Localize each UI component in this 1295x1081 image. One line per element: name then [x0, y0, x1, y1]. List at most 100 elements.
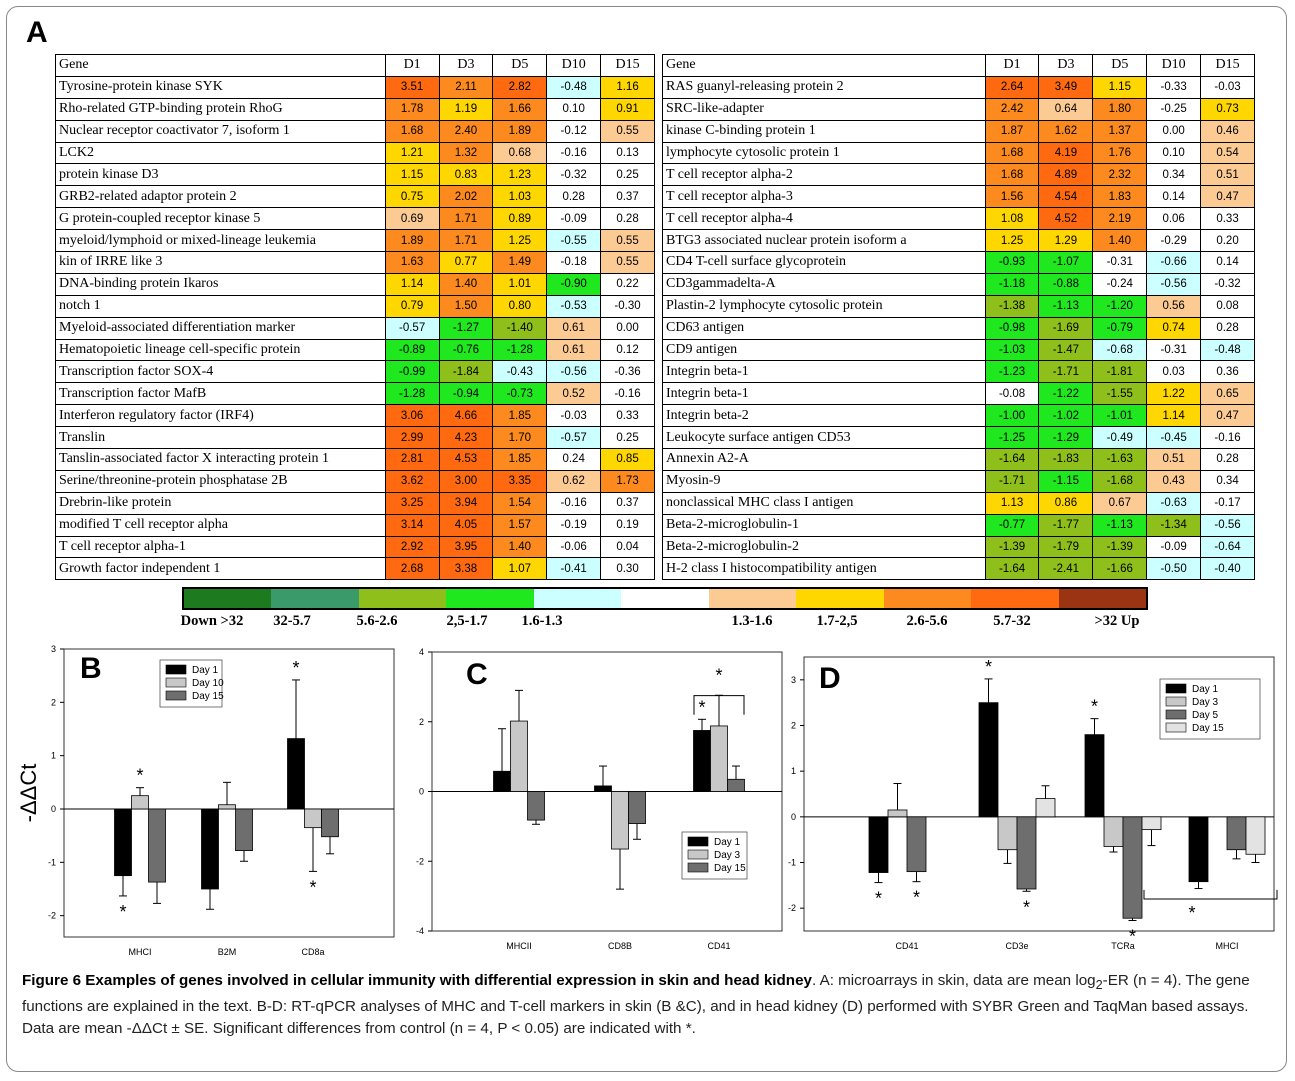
- scale-swatch: [184, 589, 272, 608]
- table-row: BTG3 associated nuclear protein isoform …: [662, 229, 1255, 253]
- expression-value: -0.09: [1146, 535, 1202, 559]
- expression-value: 1.40: [438, 272, 494, 296]
- bar: [148, 808, 166, 883]
- scale-label: >32 Up: [1094, 613, 1140, 629]
- expression-value: 1.49: [492, 251, 548, 274]
- scale-swatch: [446, 589, 534, 608]
- expression-value: 4.19: [1038, 141, 1094, 165]
- scale-swatch: [358, 589, 447, 608]
- expression-value: -0.12: [546, 119, 602, 143]
- expression-value: -0.16: [546, 491, 602, 515]
- expression-value: -0.32: [546, 163, 602, 187]
- table-row: Annexin A2-A -1.64 -1.83 -1.63 0.51 0.28: [662, 448, 1255, 471]
- scale-swatch: [621, 589, 709, 608]
- expression-value: 1.87: [984, 119, 1040, 143]
- gene-name: Drebrin-like protein: [55, 491, 386, 515]
- panel-letter: B: [80, 652, 102, 685]
- expression-value: 0.55: [600, 119, 655, 143]
- significance-star: *: [1129, 926, 1136, 946]
- significance-bracket: [1143, 889, 1278, 900]
- expression-value: 1.68: [384, 119, 440, 143]
- gene-name: RAS guanyl-releasing protein 2: [662, 75, 986, 99]
- expression-value: -2.41: [1038, 557, 1094, 581]
- bar: [527, 791, 545, 821]
- expression-value: 3.14: [384, 513, 440, 537]
- category-label: MHCI: [129, 947, 152, 957]
- legend-swatch: [1165, 683, 1187, 694]
- expression-value: -0.24: [1092, 272, 1148, 296]
- bar: [906, 816, 927, 873]
- expression-value: -1.63: [1092, 448, 1148, 471]
- expression-value: 0.28: [1200, 448, 1255, 471]
- expression-value: 0.61: [546, 316, 602, 340]
- significance-star: *: [715, 665, 722, 685]
- expression-value: -1.18: [984, 272, 1040, 296]
- legend-label: Day 3: [1192, 697, 1219, 708]
- expression-value: -1.69: [1038, 316, 1094, 340]
- expression-value: 1.01: [492, 272, 548, 296]
- gene-name: notch 1: [55, 294, 386, 318]
- expression-value: -1.15: [1038, 469, 1094, 493]
- gene-name: Integrin beta-1: [662, 382, 986, 406]
- scale-label: Down >32: [180, 613, 244, 629]
- expression-value: 0.20: [1200, 229, 1255, 253]
- expression-value: -0.73: [492, 382, 548, 406]
- scale-swatch: [533, 589, 622, 608]
- scale-label: 1.6-1.3: [521, 613, 563, 629]
- expression-value: -0.08: [984, 382, 1040, 406]
- gene-name: Transcription factor SOX-4: [55, 360, 386, 384]
- expression-value: -0.50: [1146, 557, 1202, 581]
- gene-name: Nuclear receptor coactivator 7, isoform …: [55, 119, 386, 143]
- expression-value: 0.25: [600, 426, 655, 450]
- expression-value: 0.55: [600, 229, 655, 253]
- expression-value: 1.03: [492, 185, 548, 209]
- table-row: Transcription factor SOX-4 -0.99 -1.84 -0.4…: [55, 360, 655, 384]
- bar: [510, 720, 528, 792]
- y-tick-label: 3: [51, 644, 56, 654]
- expression-value: 0.86: [1038, 491, 1094, 515]
- table-row: SRC-like-adapter 2.42 0.64 1.80 -0.25 0.73: [662, 97, 1255, 121]
- legend-label: Day 15: [714, 863, 746, 874]
- chart-b: -2 -1 0 1 2 3 B -ΔΔCt * * MHCI B2M * * CD8a Day 1 Day 10…: [16, 644, 395, 957]
- expression-value: 0.56: [1146, 294, 1202, 318]
- bar: [1141, 816, 1162, 831]
- scale-swatch: [971, 589, 1059, 608]
- legend-label: Day 15: [192, 691, 224, 702]
- figure-frame: [6, 6, 1287, 1072]
- expression-value: 2.19: [1092, 207, 1148, 231]
- table-row: T cell receptor alpha-2 1.68 4.89 2.32 0.34 0…: [662, 163, 1255, 187]
- expression-value: 3.51: [384, 75, 440, 99]
- category-label: CD41: [895, 941, 918, 951]
- expression-value: -0.43: [492, 360, 548, 384]
- gene-name: Leukocyte surface antigen CD53: [662, 426, 986, 450]
- legend-swatch: [165, 690, 187, 701]
- table-row: Rho-related GTP-binding protein RhoG 1.78…: [55, 97, 655, 121]
- expression-value: 2.02: [438, 185, 494, 209]
- expression-value: 1.32: [438, 141, 494, 165]
- expression-value: 3.06: [384, 404, 440, 428]
- expression-value: 0.14: [1146, 185, 1202, 209]
- expression-value: 0.14: [1200, 251, 1255, 274]
- scale-label: 5.7-32: [993, 613, 1031, 629]
- bar: [1084, 734, 1105, 818]
- significance-star: *: [985, 657, 992, 677]
- expression-value: 2.81: [384, 448, 440, 471]
- expression-value: -1.23: [984, 360, 1040, 384]
- category-label: CD8B: [608, 941, 632, 951]
- scale-label: 1.7-2,5: [816, 613, 858, 629]
- expression-value: 2.82: [492, 75, 548, 99]
- legend-label: Day 15: [1192, 723, 1224, 734]
- expression-value: 3.25: [384, 491, 440, 515]
- expression-value: -1.39: [1092, 535, 1148, 559]
- expression-value: 2.42: [984, 97, 1040, 121]
- expression-value: 1.56: [984, 185, 1040, 209]
- table-row: CD9 antigen -1.03 -1.47 -0.68 -0.31 -0.48: [662, 338, 1255, 362]
- significance-star: *: [136, 766, 143, 786]
- expression-value: -0.33: [1146, 75, 1202, 99]
- expression-value: -0.25: [1146, 97, 1202, 121]
- expression-value: 1.13: [984, 491, 1040, 515]
- expression-value: 0.61: [546, 338, 602, 362]
- legend: Day 1 Day 10 Day 15: [159, 659, 224, 708]
- expression-value: -0.57: [546, 426, 602, 450]
- expression-value: 3.38: [438, 557, 494, 581]
